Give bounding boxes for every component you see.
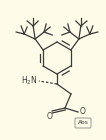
- Text: O: O: [47, 112, 53, 121]
- Text: O: O: [80, 107, 86, 116]
- Text: H$_2$N: H$_2$N: [21, 75, 37, 87]
- FancyBboxPatch shape: [75, 118, 91, 128]
- Text: Abs: Abs: [78, 121, 88, 125]
